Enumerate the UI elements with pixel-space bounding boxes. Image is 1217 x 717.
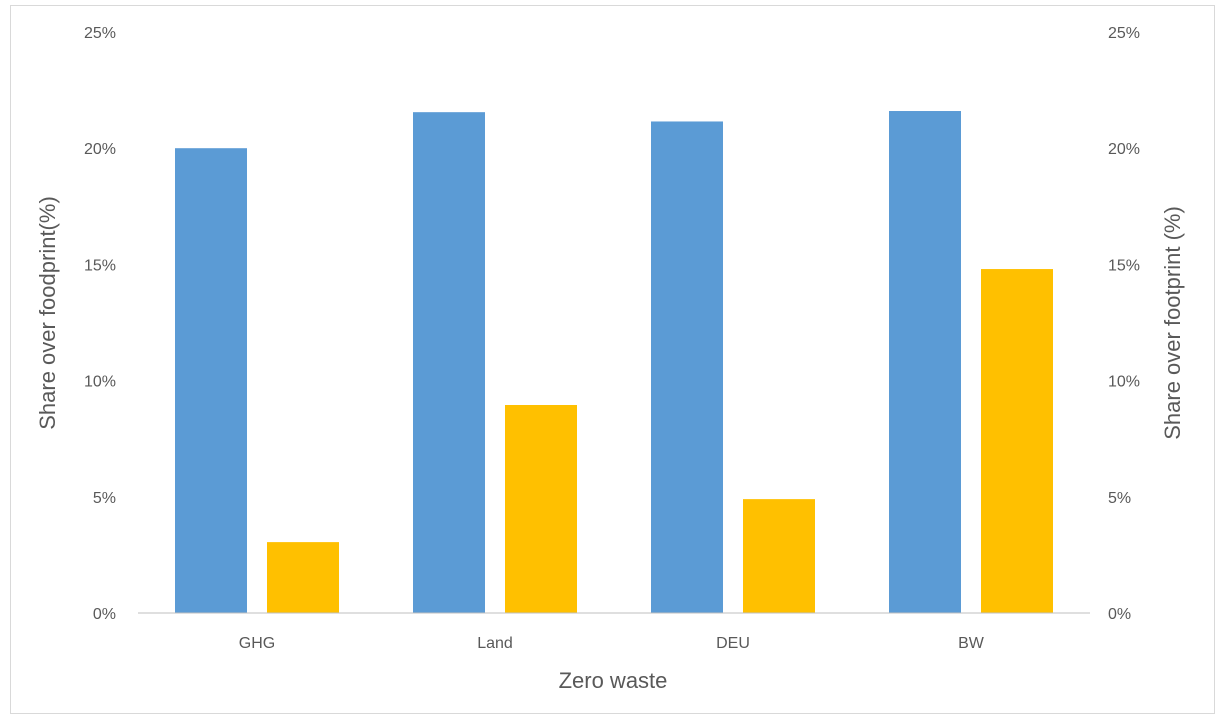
y-tick-label-left: 20% (84, 141, 116, 158)
bar-bw-series-2 (981, 269, 1053, 613)
y-axis-title-right: Share over footprint (%) (1160, 206, 1185, 440)
x-axis-ticks: GHG Land DEU BW (239, 635, 985, 652)
x-tick-label: BW (958, 635, 985, 652)
y-tick-label-right: 10% (1108, 374, 1140, 391)
y-tick-label-right: 25% (1108, 25, 1140, 42)
bar-land-series-1 (413, 112, 485, 613)
y-tick-label-left: 5% (93, 490, 116, 507)
y-tick-label-right: 0% (1108, 606, 1131, 623)
y-tick-label-left: 25% (84, 25, 116, 42)
left-axis-ticks: 0% 5% 10% 15% 20% 25% (84, 25, 116, 623)
x-axis-title: Zero waste (559, 668, 668, 693)
y-tick-label-left: 15% (84, 257, 116, 274)
y-tick-label-right: 5% (1108, 490, 1131, 507)
bar-land-series-2 (505, 405, 577, 613)
right-axis-ticks: 0% 5% 10% 15% 20% 25% (1108, 25, 1140, 623)
x-tick-label: DEU (716, 635, 750, 652)
y-tick-label-right: 20% (1108, 141, 1140, 158)
bar-deu-series-1 (651, 121, 723, 613)
bar-bw-series-1 (889, 111, 961, 614)
y-tick-label-left: 0% (93, 606, 116, 623)
bar-deu-series-2 (743, 499, 815, 613)
x-tick-label: GHG (239, 635, 275, 652)
bar-ghg-series-2 (267, 542, 339, 613)
y-tick-label-right: 15% (1108, 257, 1140, 274)
y-axis-title-left: Share over foodprint(%) (35, 196, 60, 430)
x-tick-label: Land (477, 635, 513, 652)
bar-ghg-series-1 (175, 148, 247, 613)
bars (175, 111, 1053, 614)
y-tick-label-left: 10% (84, 374, 116, 391)
